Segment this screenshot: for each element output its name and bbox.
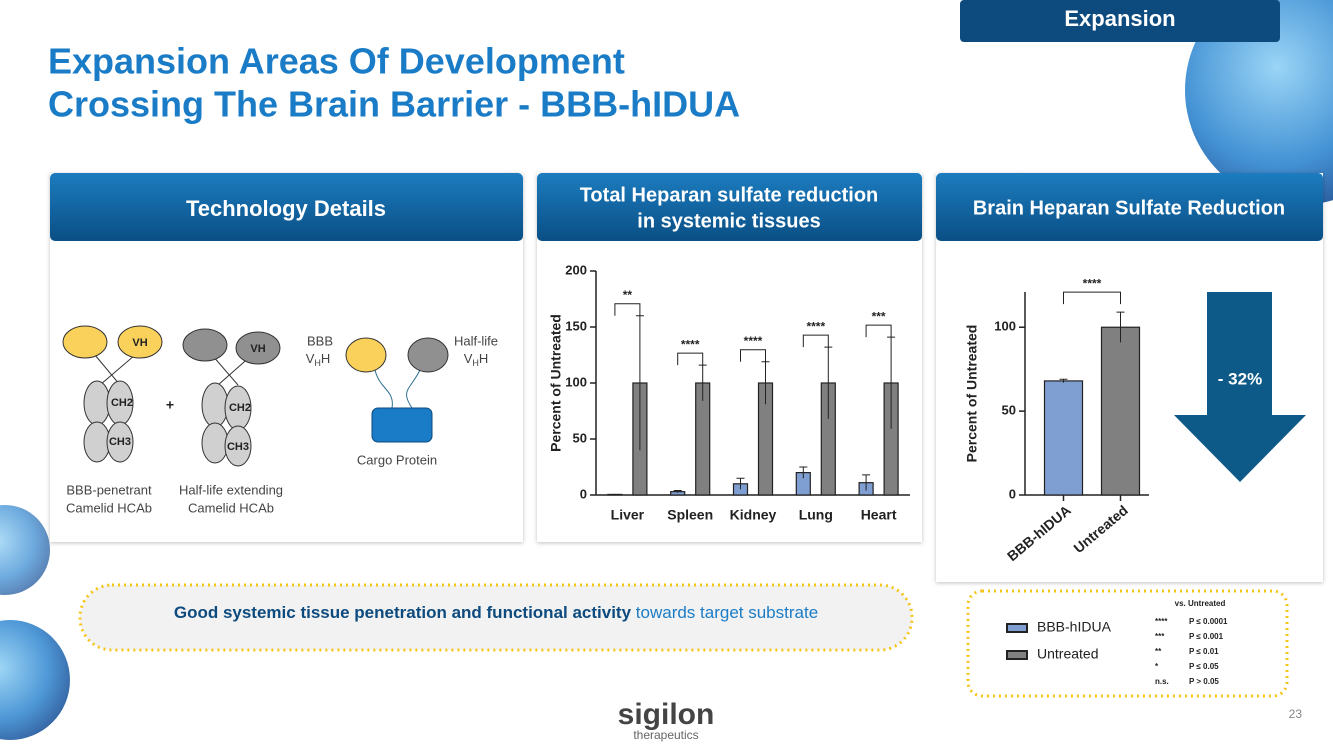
significance-bracket: [740, 349, 766, 362]
diagram-label: BBB: [307, 333, 333, 348]
tag-box: [960, 0, 1280, 42]
y-axis-label: Percent of Untreated: [548, 314, 564, 452]
legend-swatch: [1006, 623, 1028, 633]
logo: sigilon: [618, 698, 715, 731]
diagram-label: VH: [250, 343, 265, 355]
diagram-label: H: [472, 358, 479, 368]
error-bar: [736, 477, 745, 490]
x-tick-label: Lung: [799, 507, 833, 523]
legend-label: Untreated: [1037, 646, 1098, 662]
diagram-caption: Half-life extending: [179, 482, 283, 497]
significance-p: P > 0.05: [1189, 677, 1219, 686]
x-tick-label: Spleen: [667, 507, 713, 523]
significance-label: ****: [744, 334, 763, 348]
legend-swatch: [1006, 650, 1028, 660]
title: Expansion Areas Of Development: [48, 41, 625, 82]
significance-label: ****: [681, 337, 700, 351]
significance-label: ****: [806, 319, 825, 333]
diagram-label: V: [464, 351, 473, 366]
error-bar: [862, 474, 871, 491]
significance-bracket: [802, 334, 829, 348]
diagram-label: VHH: [306, 351, 331, 368]
diagram-label: V: [306, 351, 315, 366]
significance-title: vs. Untreated: [1175, 599, 1226, 608]
error-bar: [673, 490, 682, 493]
x-tick-label: Kidney: [730, 507, 777, 523]
panel-header: Total Heparan sulfate reduction: [580, 184, 879, 206]
significance-symbol: *: [1155, 662, 1159, 671]
diagram-caption: BBB-penetrant: [66, 482, 152, 497]
diagram-label: H: [314, 358, 321, 368]
error-bar: [1116, 311, 1125, 343]
callout: - 32%: [1218, 369, 1262, 388]
significance-symbol: **: [1155, 647, 1162, 656]
significance-symbol: n.s.: [1155, 677, 1169, 686]
significance-bracket: [1063, 291, 1121, 305]
diagram-label: CH2: [229, 402, 251, 414]
legend-label: BBB-hIDUA: [1037, 619, 1112, 635]
legend-box: [966, 589, 1289, 698]
page-number: 23: [1289, 707, 1303, 721]
significance-symbol: ****: [1155, 617, 1168, 626]
reduction-arrow: [1174, 292, 1306, 482]
x-tick-label: Heart: [861, 507, 897, 523]
diagram-label: CH2: [111, 397, 133, 409]
diagram-label: VH: [132, 337, 147, 349]
diagram-label: VHH: [464, 351, 489, 368]
significance-label: ***: [872, 309, 886, 323]
diagram-label: CH3: [109, 436, 131, 448]
diagram-label: H: [321, 351, 330, 366]
bar: [1043, 380, 1084, 496]
significance-bracket: [614, 303, 641, 316]
diagram-label: Half-life: [454, 333, 498, 348]
diagram: [62, 325, 449, 467]
significance-bracket: [677, 352, 704, 366]
x-tick-label: Liver: [611, 507, 645, 523]
banner-box: [78, 583, 914, 652]
significance-bracket: [865, 324, 892, 338]
panel-header: Technology Details: [186, 196, 386, 221]
significance-p: P ≤ 0.0001: [1189, 617, 1228, 626]
banner-bold: Good systemic tissue penetration and fun…: [174, 603, 632, 622]
panel: Total Heparan sulfate reduction in syste…: [537, 173, 922, 542]
y-axis-label: Percent of Untreated: [964, 325, 980, 463]
bar: [1100, 326, 1141, 496]
significance-label: **: [623, 288, 633, 302]
error-bar: [1059, 378, 1068, 383]
y-tick-label: 0: [580, 486, 587, 501]
diagram-label: Cargo Protein: [357, 452, 437, 467]
y-tick-label: 50: [573, 430, 587, 445]
diagram-label: CH3: [227, 441, 249, 453]
banner: Good systemic tissue penetration and fun…: [174, 603, 818, 622]
tag: Expansion: [1064, 6, 1175, 31]
significance-label: ****: [1083, 276, 1102, 290]
significance-symbol: ***: [1155, 632, 1165, 641]
significance-p: P ≤ 0.01: [1189, 647, 1219, 656]
y-tick-label: 200: [565, 262, 587, 277]
diagram-caption: Camelid HCAb: [66, 500, 152, 515]
significance-p: P ≤ 0.001: [1189, 632, 1224, 641]
error-bar: [799, 466, 808, 479]
y-tick-label: 0: [1009, 486, 1016, 501]
y-tick-label: 100: [994, 319, 1016, 334]
panel-header: in systemic tissues: [637, 210, 820, 232]
y-tick-label: 50: [1002, 403, 1016, 418]
significance-p: P ≤ 0.05: [1189, 662, 1219, 671]
y-tick-label: 150: [565, 318, 587, 333]
y-tick-label: 100: [565, 374, 587, 389]
logo-sub: therapeutics: [633, 728, 698, 742]
panel-header: Brain Heparan Sulfate Reduction: [973, 197, 1285, 219]
title: Crossing The Brain Barrier - BBB-hIDUA: [48, 84, 740, 125]
diagram-label: +: [166, 397, 174, 413]
diagram-label: H: [479, 351, 488, 366]
diagram-caption: Camelid HCAb: [188, 500, 274, 515]
banner-rest: towards target substrate: [631, 603, 818, 622]
